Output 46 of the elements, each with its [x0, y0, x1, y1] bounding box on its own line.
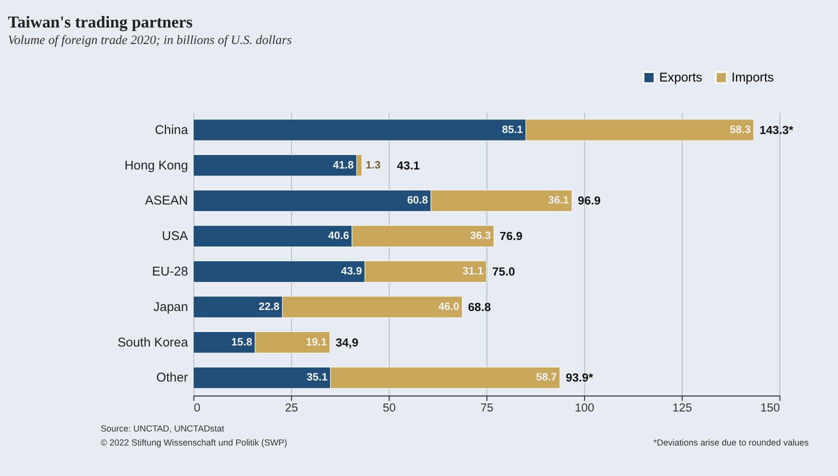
data-label: 60.8	[407, 194, 428, 207]
data-label: 85.1	[502, 124, 523, 136]
data-label: 40.6	[328, 230, 350, 242]
total-label: 68.8	[468, 300, 492, 314]
total-label: 34,9	[336, 336, 359, 350]
x-tick-label: 125	[672, 402, 692, 415]
data-label: 36.3	[470, 230, 491, 242]
data-label: 31.1	[462, 266, 484, 278]
text: © 2022 Stiftung Wissenschaft und Politik (SWP)	[100, 437, 288, 448]
x-tick-label: 50	[382, 402, 396, 415]
data-label: 35.1	[306, 372, 328, 384]
y-tick-label: ASEAN	[144, 194, 188, 208]
data-label: 58.7	[536, 372, 557, 384]
y-tick-label: Other	[156, 370, 189, 385]
data-label: 46.0	[438, 300, 460, 313]
y-tick-label: USA	[162, 229, 189, 244]
data-label: 22.8	[258, 300, 280, 313]
legend-label: Imports	[732, 70, 774, 84]
y-tick-label: China	[154, 122, 189, 137]
data-label: 41.8	[332, 159, 354, 172]
y-tick-label: EU-28	[152, 264, 188, 278]
legend-label: Exports	[659, 70, 702, 84]
total-label: 93.9*	[566, 372, 594, 385]
total-label: 43.1	[396, 159, 420, 172]
chart-subtitle: Volume of foreign trade 2020; in billions of U.S. dollars	[8, 32, 292, 47]
data-label: 36.1	[548, 194, 570, 207]
y-tick-label: South Korea	[117, 335, 189, 350]
x-tick-label: 100	[574, 402, 595, 415]
x-tick-label: 150	[760, 402, 780, 415]
data-label: 19.1	[306, 336, 327, 348]
total-label: 76.9	[500, 230, 523, 244]
text: *Deviations arise due to rounded values	[653, 437, 810, 448]
source-note: Source: UNCTAD, UNCTADstat	[100, 424, 225, 434]
data-label: 1.3	[366, 159, 381, 172]
chart-title: Taiwan's trading partners	[8, 12, 194, 32]
data-label: 58.3	[730, 124, 751, 136]
data-label: 43.9	[341, 266, 362, 278]
x-tick-label: 25	[285, 402, 299, 415]
total-label: 143.3*	[759, 124, 794, 137]
x-tick-label: 0	[194, 402, 201, 415]
y-tick-label: Hong Kong	[124, 158, 188, 172]
total-label: 96.9	[578, 194, 602, 208]
x-tick-label: 75	[480, 402, 494, 415]
y-tick-label: Japan	[153, 300, 188, 314]
data-label: 15.8	[231, 336, 252, 348]
total-label: 75.0	[492, 265, 516, 278]
